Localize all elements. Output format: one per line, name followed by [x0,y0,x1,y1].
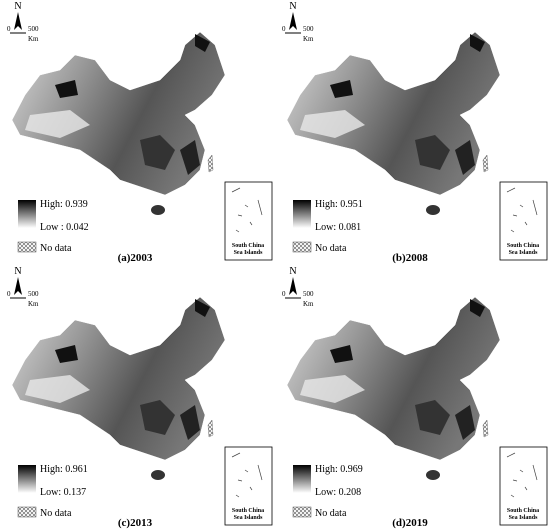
inset-box [499,181,548,261]
scale-unit: Km [28,300,39,308]
no-data-swatch [292,241,312,253]
legend-high: High: 0.951 [315,199,363,210]
panel-label: (a)2003 [118,252,153,264]
no-data-swatch [17,506,37,518]
inset-islands [231,452,263,498]
panel-label: (b)2008 [392,252,428,264]
north-arrow [289,277,297,295]
legend-high: High: 0.969 [315,464,363,475]
scale-unit: Km [303,35,314,43]
inset-label: Sea Islands [509,250,539,256]
scale-unit: Km [303,300,314,308]
no-data-label: No data [40,243,72,254]
map-panel: N 0 500 Km High: 0.951 Low: 0.081 No data (b)20… [282,1,548,264]
map-panel: N 0 500 Km High: 0.969 Low: 0.208 No data (d)20… [282,266,548,529]
north-letter: N [289,1,296,12]
legend-high: High: 0.961 [40,464,88,475]
scale-end: 500 [28,25,39,33]
legend-gradient [18,465,36,493]
no-data-label: No data [315,243,347,254]
inset-label: South China [232,243,264,249]
china-map [11,31,226,216]
inset-islands [506,452,538,498]
china-map [286,296,501,481]
scale-start: 0 [282,25,286,33]
no-data-swatch [17,241,37,253]
legend-gradient [293,465,311,493]
north-arrow [289,12,297,30]
scale-end: 500 [303,290,314,298]
legend-low: Low: 0.208 [315,487,361,498]
legend-low: Low : 0.042 [40,222,89,233]
inset-label: Sea Islands [234,250,264,256]
inset-label: South China [507,508,539,514]
scale-end: 500 [28,290,39,298]
inset-islands [506,187,538,233]
north-letter: N [14,1,21,12]
no-data-swatch [292,506,312,518]
scale-start: 0 [282,290,286,298]
inset-box [224,181,273,261]
scale-start: 0 [7,290,11,298]
north-arrow [14,277,22,295]
china-map [11,296,226,481]
map-panel: N 0 500 Km High: 0.961 Low: 0.137 No data (c)20… [7,266,273,529]
north-letter: N [289,266,296,277]
panel-label: (c)2013 [118,517,153,529]
inset-label: Sea Islands [509,515,539,521]
legend-gradient [293,200,311,228]
scale-unit: Km [28,35,39,43]
legend-low: Low: 0.137 [40,487,86,498]
legend-gradient [18,200,36,228]
north-letter: N [14,266,21,277]
inset-islands [231,187,263,233]
legend-low: Low: 0.081 [315,222,361,233]
map-panel: N 0 500 Km High: 0.939 Low : 0.042 No data (a)2… [7,1,273,264]
scale-start: 0 [7,25,11,33]
china-map [286,31,501,216]
no-data-label: No data [40,508,72,519]
north-arrow [14,12,22,30]
inset-label: South China [507,243,539,249]
inset-box [224,446,273,526]
panel-label: (d)2019 [392,517,428,529]
legend-high: High: 0.939 [40,199,88,210]
inset-label: Sea Islands [234,515,264,521]
no-data-label: No data [315,508,347,519]
scale-end: 500 [303,25,314,33]
inset-label: South China [232,508,264,514]
inset-box [499,446,548,526]
